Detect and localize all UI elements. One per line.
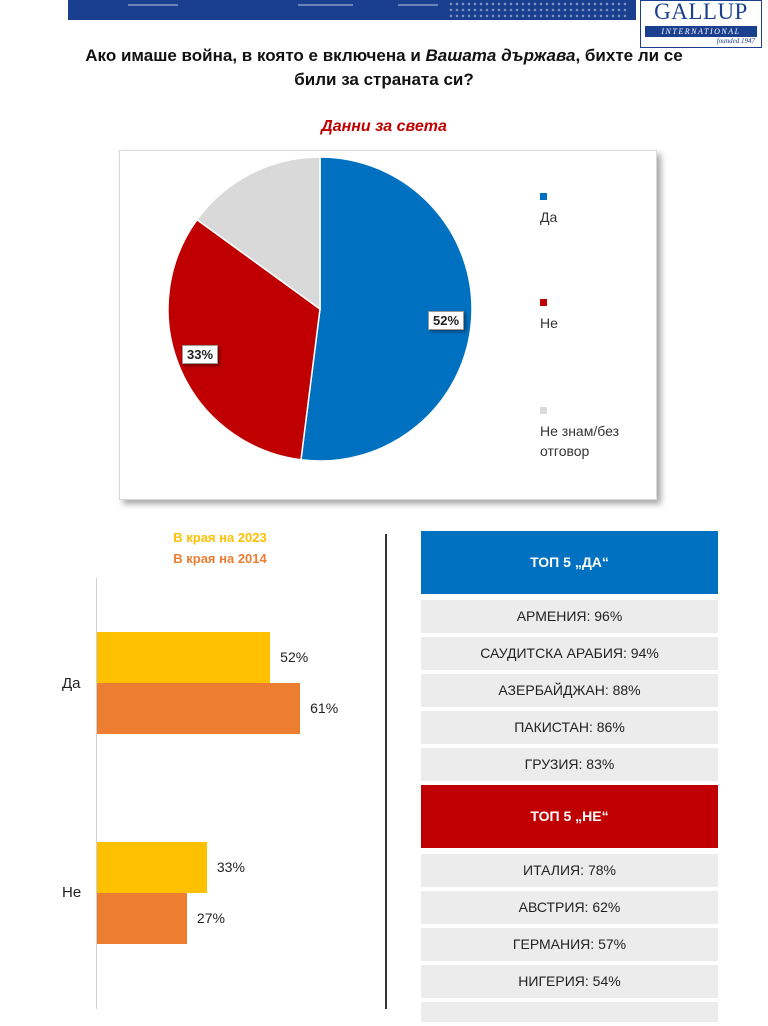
logo-name: GALLUP bbox=[654, 0, 748, 24]
list-item-partial bbox=[421, 1002, 718, 1022]
bar-value-no-2023: 33% bbox=[216, 859, 245, 875]
bar-category-yes: Да bbox=[62, 675, 81, 692]
gallup-logo: GALLUP INTERNATIONAL founded 1947 bbox=[640, 0, 762, 48]
banner-text-line bbox=[128, 4, 178, 6]
divider bbox=[385, 534, 387, 1009]
list-item: САУДИТСКА АРАБИЯ: 94% bbox=[421, 637, 718, 670]
bar-no-2014 bbox=[97, 893, 187, 944]
title-line-2: били за страната си? bbox=[294, 70, 474, 89]
bar-legend-2014: В края на 2014 bbox=[173, 551, 267, 566]
title-part: Ако имаше война, в която е включена и bbox=[85, 46, 426, 65]
pie-title: Данни за света bbox=[321, 118, 447, 135]
bar-value-no-2014: 27% bbox=[196, 910, 225, 926]
top-yes-header: ТОП 5 „ДА“ bbox=[421, 531, 718, 594]
legend-swatch bbox=[540, 192, 547, 200]
list-item: АРМЕНИЯ: 96% bbox=[421, 600, 718, 633]
bar-category-no: Не bbox=[62, 884, 82, 901]
legend-label: Не знам/без отговор bbox=[540, 423, 619, 459]
legend-swatch bbox=[540, 298, 547, 306]
list-item: АЗЕРБАЙДЖАН: 88% bbox=[421, 674, 718, 707]
top-yes-table: ТОП 5 „ДА“ АРМЕНИЯ: 96% САУДИТСКА АРАБИЯ… bbox=[421, 531, 718, 785]
bar-yes-2023 bbox=[97, 632, 271, 683]
logo-founded: founded 1947 bbox=[716, 37, 755, 45]
title-emphasis: Вашата държава bbox=[425, 46, 576, 65]
pie-slice-dont-know bbox=[195, 156, 321, 311]
page-title: Ако имаше война, в която е включена и Ва… bbox=[60, 44, 708, 92]
legend-item-yes: Да bbox=[540, 187, 656, 227]
legend-item-dont-know: Не знам/без отговор bbox=[540, 401, 656, 461]
list-item: ГРУЗИЯ: 83% bbox=[421, 748, 718, 781]
pie-data-label-yes: 52% bbox=[428, 311, 465, 330]
bar-value-yes-2023: 52% bbox=[280, 649, 309, 665]
list-item: ПАКИСТАН: 86% bbox=[421, 711, 718, 744]
legend-swatch bbox=[540, 406, 547, 414]
bar-yes-2014 bbox=[97, 683, 301, 734]
legend-item-no: Не bbox=[540, 293, 656, 333]
top-no-header: ТОП 5 „НЕ“ bbox=[421, 785, 718, 848]
pie-slice-yes bbox=[300, 156, 473, 462]
pie-slice-no bbox=[167, 218, 321, 461]
bar-no-2023 bbox=[97, 842, 207, 893]
legend-label: Не bbox=[540, 315, 558, 331]
pie-chart-panel: 52% 33% Да Не Не знам/без отговор bbox=[119, 150, 657, 500]
pie-data-label-no: 33% bbox=[182, 345, 219, 364]
pie-chart bbox=[167, 156, 473, 462]
banner-text-line bbox=[298, 4, 353, 6]
bar-value-yes-2014: 61% bbox=[310, 700, 339, 716]
header-banner bbox=[68, 0, 636, 20]
logo-sub: INTERNATIONAL bbox=[645, 26, 757, 37]
list-item: ГЕРМАНИЯ: 57% bbox=[421, 928, 718, 961]
bar-axis bbox=[96, 578, 97, 1009]
list-item: ИТАЛИЯ: 78% bbox=[421, 854, 718, 887]
title-part: , бихте ли се bbox=[575, 46, 683, 65]
top-no-table: ТОП 5 „НЕ“ ИТАЛИЯ: 78% АВСТРИЯ: 62% ГЕРМ… bbox=[421, 785, 718, 1026]
list-item: АВСТРИЯ: 62% bbox=[421, 891, 718, 924]
banner-pattern bbox=[448, 1, 628, 19]
banner-text-line bbox=[398, 4, 438, 6]
bar-legend-2023: В края на 2023 bbox=[173, 530, 267, 545]
list-item: НИГЕРИЯ: 54% bbox=[421, 965, 718, 998]
legend-label: Да bbox=[540, 209, 558, 225]
